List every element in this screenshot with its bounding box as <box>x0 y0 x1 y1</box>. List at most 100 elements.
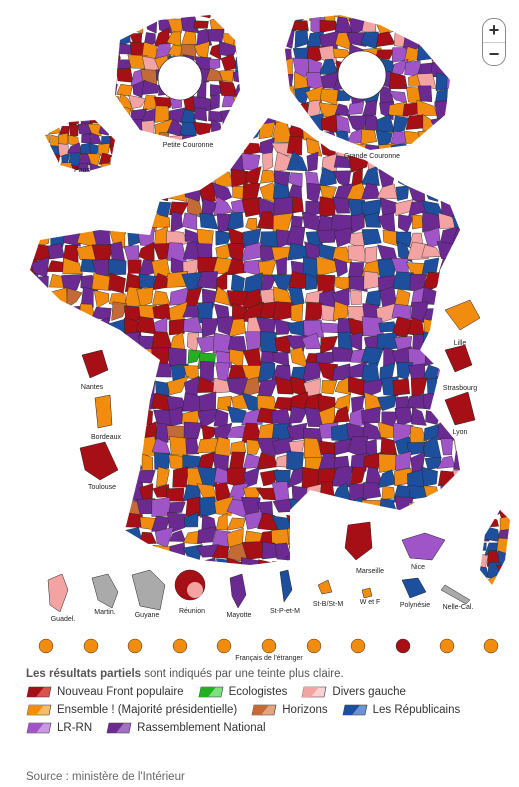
constituency <box>452 125 460 142</box>
legend-note: Les résultats partiels sont indiqués par… <box>26 668 506 680</box>
city-inset <box>94 394 113 429</box>
constituency <box>292 15 310 23</box>
constituency <box>115 108 116 122</box>
constituency <box>275 256 287 275</box>
constituency <box>241 557 263 565</box>
constituency <box>452 261 460 276</box>
constituency <box>126 213 139 234</box>
constituency <box>30 169 35 182</box>
constituency <box>78 407 96 424</box>
constituency <box>198 152 217 172</box>
constituency <box>289 406 309 424</box>
constituency <box>170 211 183 233</box>
constituency <box>112 121 127 141</box>
constituency <box>381 486 396 501</box>
legend-swatch <box>342 704 368 716</box>
constituency <box>30 512 33 534</box>
constituency <box>215 271 228 292</box>
constituency <box>220 53 239 71</box>
constituency <box>275 376 294 395</box>
constituency <box>256 452 278 471</box>
constituency <box>245 80 264 94</box>
abroad-seat <box>483 638 499 654</box>
constituency <box>76 496 95 518</box>
constituency <box>449 15 450 23</box>
map-label: W et F <box>360 599 381 606</box>
constituency <box>319 19 338 33</box>
legend-items: Nouveau Front populaire Ecologistes Divers… <box>26 686 506 734</box>
constituency <box>440 545 457 564</box>
constituency <box>219 69 235 82</box>
constituency <box>196 147 209 164</box>
constituency <box>260 170 277 184</box>
constituency <box>61 561 82 565</box>
constituency <box>123 245 140 260</box>
constituency <box>336 114 351 134</box>
constituency <box>129 118 143 136</box>
constituency <box>391 271 414 291</box>
constituency <box>286 466 305 489</box>
constituency <box>452 530 460 548</box>
constituency <box>332 499 352 517</box>
constituency <box>360 129 377 145</box>
constituency <box>365 289 382 307</box>
constituency <box>31 528 53 548</box>
constituency <box>430 17 450 31</box>
constituency <box>117 119 134 138</box>
constituency <box>419 160 433 173</box>
map-label: Guadel. <box>51 616 76 623</box>
constituency <box>391 303 412 320</box>
constituency <box>405 160 423 174</box>
constituency <box>406 16 423 32</box>
city-inset <box>444 299 481 331</box>
constituency <box>480 553 489 569</box>
constituency <box>138 531 157 545</box>
constituency <box>31 291 52 308</box>
constituency <box>411 407 427 426</box>
constituency <box>126 361 140 384</box>
constituency <box>486 510 502 516</box>
constituency <box>242 347 262 367</box>
constituency <box>250 31 265 45</box>
constituency <box>306 527 324 545</box>
constituency <box>226 517 246 531</box>
constituency <box>30 455 38 474</box>
constituency <box>111 199 127 217</box>
constituency <box>109 134 115 148</box>
constituency <box>31 199 54 218</box>
constituency <box>440 484 453 500</box>
constituency <box>98 174 112 186</box>
constituency <box>205 67 224 82</box>
constituency <box>212 377 230 394</box>
zoom-out[interactable]: − <box>483 42 505 66</box>
constituency <box>455 136 460 157</box>
constituency <box>221 15 237 20</box>
constituency <box>274 318 292 335</box>
constituency <box>232 119 240 135</box>
constituency <box>30 483 39 498</box>
constituency <box>61 498 84 517</box>
legend-swatch <box>106 722 132 734</box>
constituency <box>166 375 189 396</box>
constituency <box>509 510 510 518</box>
constituency <box>424 498 441 516</box>
territory <box>131 569 166 611</box>
constituency <box>422 436 442 459</box>
constituency <box>288 542 307 559</box>
map-label: Marseille <box>356 568 384 575</box>
constituency <box>417 130 434 145</box>
constituency <box>234 107 240 121</box>
constituency <box>232 15 240 18</box>
constituency <box>66 287 83 309</box>
constituency <box>424 347 439 366</box>
constituency <box>393 545 408 564</box>
constituency <box>227 336 247 352</box>
city-inset <box>444 344 473 373</box>
constituency <box>136 498 156 515</box>
constituency <box>446 72 450 89</box>
zoom-in[interactable]: + <box>488 20 500 40</box>
map-label: Strasbourg <box>443 385 477 392</box>
constituency <box>247 106 263 125</box>
legend-swatch <box>251 704 277 716</box>
constituency <box>259 331 279 354</box>
